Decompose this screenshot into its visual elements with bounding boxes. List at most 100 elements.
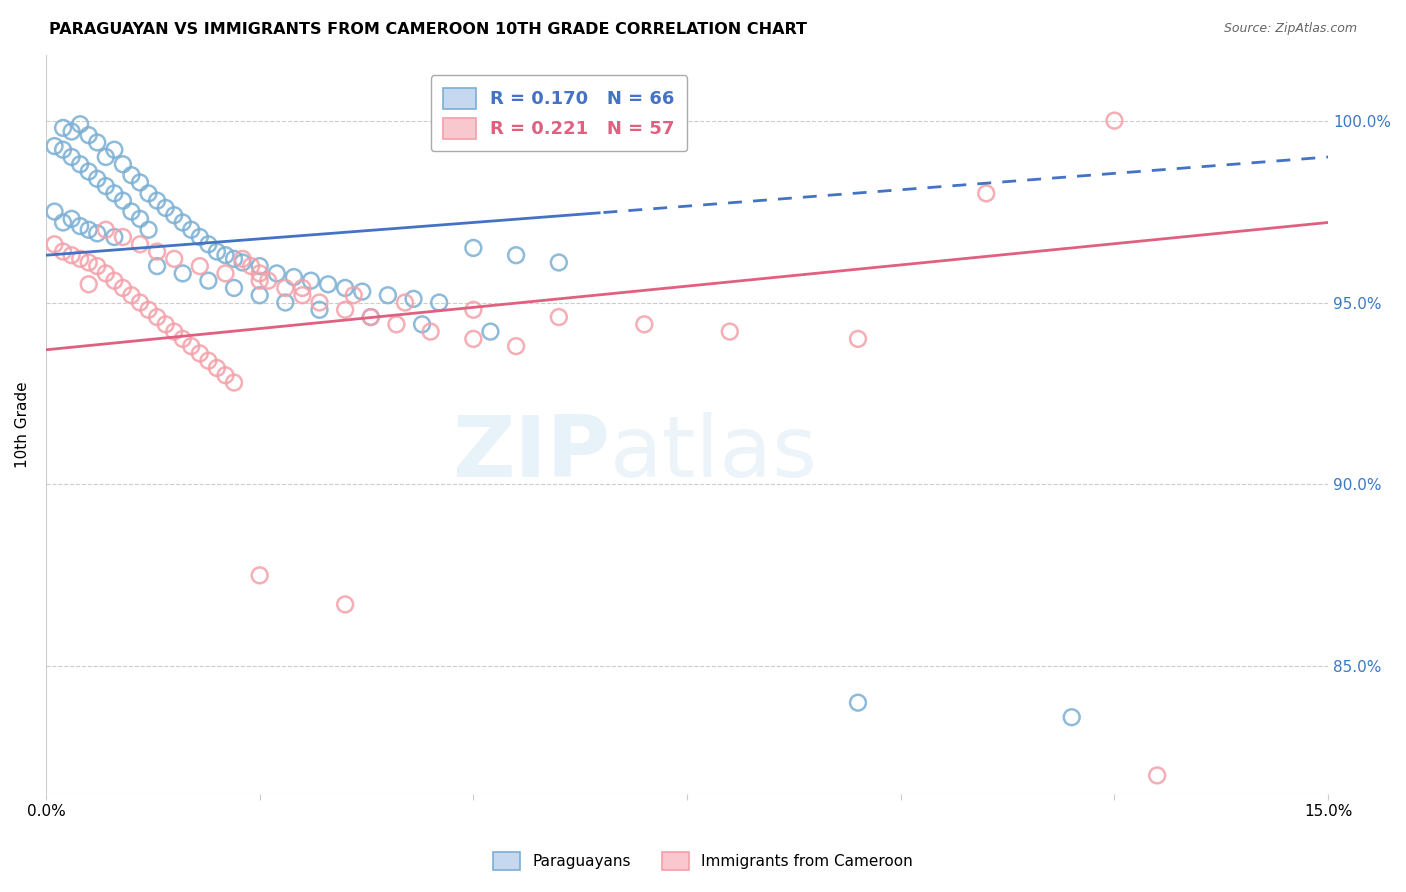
Point xyxy=(377,288,399,302)
Point xyxy=(249,267,271,281)
Point xyxy=(427,295,450,310)
Point xyxy=(129,237,152,252)
Point xyxy=(222,281,245,295)
Point xyxy=(60,248,83,262)
Point xyxy=(52,244,75,259)
Point xyxy=(44,237,66,252)
Point xyxy=(172,215,194,229)
Point xyxy=(155,318,177,332)
Point xyxy=(146,244,169,259)
Point xyxy=(197,237,219,252)
Point xyxy=(138,186,160,201)
Point xyxy=(718,325,741,339)
Point xyxy=(291,288,314,302)
Point xyxy=(402,292,425,306)
Point xyxy=(94,223,117,237)
Point xyxy=(205,244,228,259)
Point xyxy=(333,281,356,295)
Point xyxy=(94,267,117,281)
Point xyxy=(308,295,330,310)
Point xyxy=(129,295,152,310)
Point xyxy=(77,277,100,292)
Point xyxy=(111,157,134,171)
Point xyxy=(86,227,108,241)
Point xyxy=(360,310,382,324)
Point xyxy=(155,201,177,215)
Point xyxy=(1060,710,1083,724)
Point xyxy=(214,248,236,262)
Point xyxy=(163,325,186,339)
Point xyxy=(180,223,202,237)
Point xyxy=(1146,768,1168,782)
Point xyxy=(188,259,211,273)
Point xyxy=(479,325,502,339)
Y-axis label: 10th Grade: 10th Grade xyxy=(15,381,30,467)
Point xyxy=(69,219,91,233)
Point xyxy=(129,211,152,226)
Point xyxy=(547,255,569,269)
Point xyxy=(283,270,305,285)
Point xyxy=(146,310,169,324)
Point xyxy=(111,230,134,244)
Point xyxy=(266,267,288,281)
Point xyxy=(138,223,160,237)
Point xyxy=(77,255,100,269)
Point xyxy=(86,259,108,273)
Point xyxy=(163,208,186,222)
Point xyxy=(232,252,254,266)
Point xyxy=(214,368,236,383)
Point xyxy=(172,267,194,281)
Point xyxy=(197,353,219,368)
Legend: R = 0.170   N = 66, R = 0.221   N = 57: R = 0.170 N = 66, R = 0.221 N = 57 xyxy=(430,75,688,152)
Text: PARAGUAYAN VS IMMIGRANTS FROM CAMEROON 10TH GRADE CORRELATION CHART: PARAGUAYAN VS IMMIGRANTS FROM CAMEROON 1… xyxy=(49,22,807,37)
Point xyxy=(352,285,374,299)
Point xyxy=(52,120,75,135)
Point xyxy=(103,143,125,157)
Point xyxy=(411,318,433,332)
Point xyxy=(138,302,160,317)
Point xyxy=(249,274,271,288)
Point xyxy=(146,194,169,208)
Point xyxy=(120,288,142,302)
Point xyxy=(232,255,254,269)
Point xyxy=(274,281,297,295)
Point xyxy=(316,277,339,292)
Text: ZIP: ZIP xyxy=(453,412,610,495)
Point xyxy=(463,302,485,317)
Point xyxy=(299,274,322,288)
Point xyxy=(52,143,75,157)
Point xyxy=(394,295,416,310)
Point xyxy=(1104,113,1126,128)
Point xyxy=(274,295,297,310)
Point xyxy=(103,230,125,244)
Point xyxy=(419,325,441,339)
Point xyxy=(214,267,236,281)
Point xyxy=(52,215,75,229)
Point xyxy=(163,252,186,266)
Point xyxy=(240,259,263,273)
Point xyxy=(463,332,485,346)
Point xyxy=(94,150,117,164)
Point xyxy=(249,568,271,582)
Point xyxy=(146,259,169,273)
Point xyxy=(129,176,152,190)
Point xyxy=(249,259,271,273)
Point xyxy=(505,339,527,353)
Point xyxy=(44,204,66,219)
Legend: Paraguayans, Immigrants from Cameroon: Paraguayans, Immigrants from Cameroon xyxy=(485,845,921,877)
Text: Source: ZipAtlas.com: Source: ZipAtlas.com xyxy=(1223,22,1357,36)
Point xyxy=(86,171,108,186)
Point xyxy=(222,376,245,390)
Point xyxy=(69,117,91,131)
Point xyxy=(360,310,382,324)
Point xyxy=(77,164,100,178)
Point xyxy=(60,124,83,138)
Point xyxy=(249,288,271,302)
Text: atlas: atlas xyxy=(610,412,818,495)
Point xyxy=(103,186,125,201)
Point xyxy=(60,150,83,164)
Point xyxy=(308,302,330,317)
Point xyxy=(257,274,280,288)
Point xyxy=(846,696,869,710)
Point xyxy=(103,274,125,288)
